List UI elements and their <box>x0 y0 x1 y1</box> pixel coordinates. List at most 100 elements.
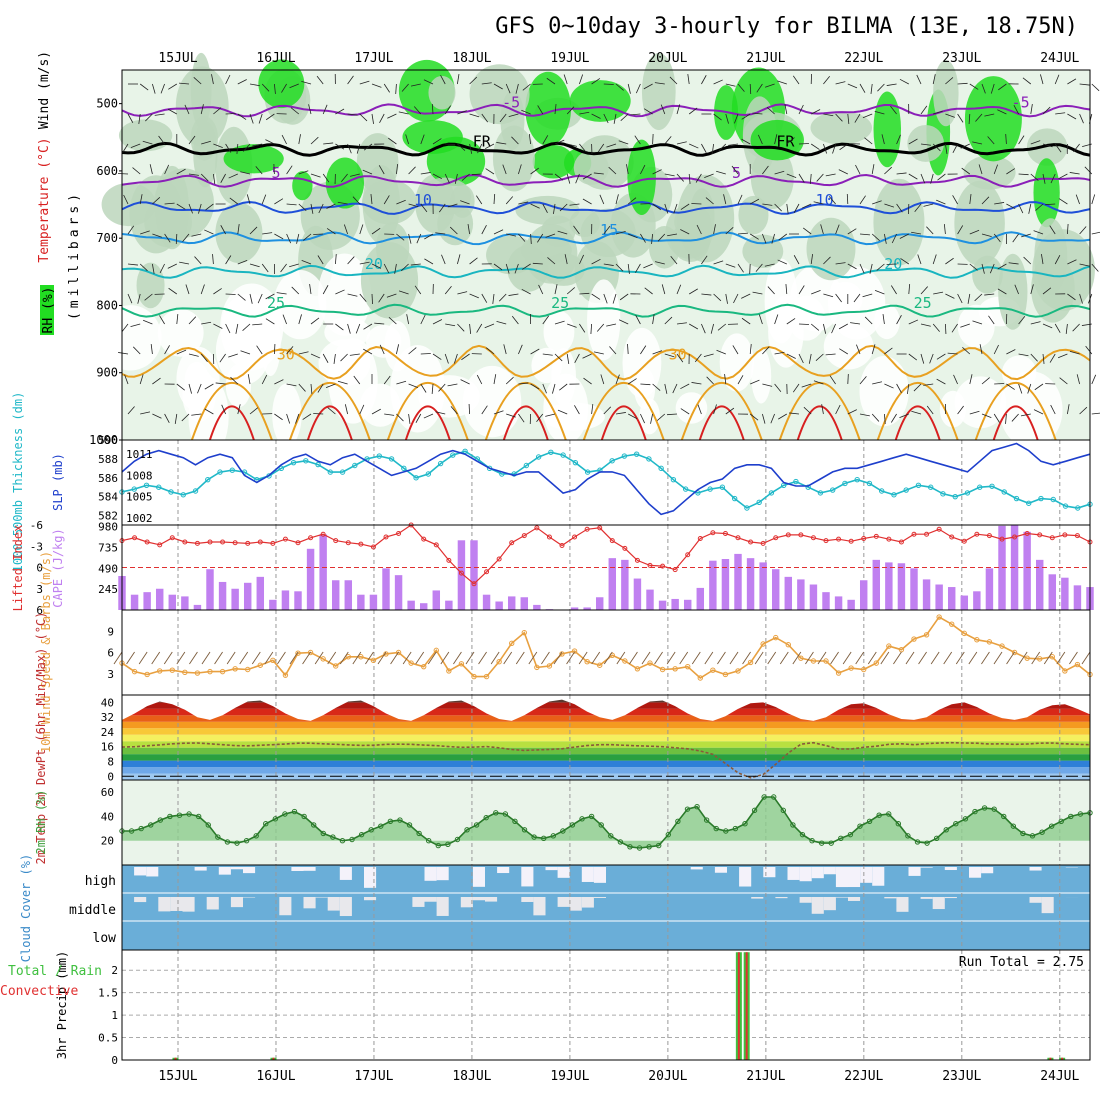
date-label-top: 20JUL <box>648 51 687 66</box>
surface-barb <box>717 652 725 664</box>
cloud-mid-gap <box>328 897 340 911</box>
rh-blob <box>965 76 1022 161</box>
cloud-mid-gap <box>582 897 594 908</box>
precip-tick: 0 <box>111 1054 118 1067</box>
cape-bar <box>772 569 779 610</box>
surface-barb <box>931 652 939 664</box>
cape-bar <box>659 601 666 610</box>
surface-barb <box>818 652 826 664</box>
cloud-high-gap <box>437 867 449 880</box>
cloud-high-gap <box>231 867 243 869</box>
cape-bar <box>521 597 528 610</box>
slp-tick: 1008 <box>126 469 153 482</box>
wind-barb <box>274 164 275 174</box>
isotherm-label: 30 <box>277 346 295 364</box>
wind-barb <box>799 143 809 144</box>
rh-blob <box>185 362 209 398</box>
surface-barb <box>152 652 160 664</box>
rh-blob <box>954 181 1005 266</box>
cape-bar <box>709 561 716 610</box>
surface-barb <box>202 652 210 664</box>
temp-band <box>122 722 1090 728</box>
temp-tick: 24 <box>101 726 115 739</box>
isotherm-label: FR <box>473 132 492 150</box>
cape-bar <box>445 601 452 610</box>
temp-tick: 40 <box>101 696 114 709</box>
rh-blob <box>587 279 620 360</box>
date-label-top: 22JUL <box>844 51 883 66</box>
pressure-axis-label: (millibars) <box>67 190 82 320</box>
surface-barb <box>981 652 989 664</box>
cape-bar <box>219 582 226 610</box>
date-label-bottom: 15JUL <box>158 1069 197 1084</box>
cape-bar <box>1049 574 1056 610</box>
cape-bar <box>420 603 427 610</box>
surface-barb <box>642 652 650 664</box>
li-axis-label: Lifted Index <box>11 525 25 612</box>
temp-band <box>122 754 1090 760</box>
cloud-high-gap <box>146 867 158 876</box>
cloud-mid-gap <box>921 897 933 899</box>
surface-barb <box>969 652 977 664</box>
cloud-high-gap <box>243 867 255 873</box>
rh-tick: 60 <box>101 786 114 799</box>
cloud-high-gap <box>860 867 872 883</box>
surface-barb <box>127 652 135 664</box>
wind-barb <box>118 173 128 174</box>
cloud-mid-gap <box>594 897 606 898</box>
cape-bar <box>923 579 930 610</box>
surface-barb <box>730 652 738 664</box>
cape-axis-label: CAPE (J/kg) <box>51 528 65 607</box>
cape-bar <box>822 592 829 610</box>
surface-barb <box>743 652 751 664</box>
cape-bar <box>244 583 251 610</box>
cape-bar <box>508 596 515 610</box>
cloud-mid-gap <box>884 897 896 898</box>
surface-barb <box>843 652 851 664</box>
surface-barb <box>956 652 964 664</box>
cloud-mid-gap <box>316 897 328 898</box>
wind-barb <box>421 353 431 354</box>
date-label-top: 15JUL <box>158 51 197 66</box>
surface-barb <box>906 652 914 664</box>
surface-barb <box>680 652 688 664</box>
surface-barb <box>692 652 700 664</box>
date-label-bottom: 20JUL <box>648 1069 687 1084</box>
cloud-high-gap <box>812 867 824 878</box>
cape-bar <box>433 590 440 610</box>
date-label-top: 23JUL <box>942 51 981 66</box>
rh-blob <box>292 171 312 200</box>
rh-blob <box>1033 158 1059 227</box>
cape-bar <box>860 580 867 610</box>
cape-bar <box>156 589 163 610</box>
precip-conv-bar <box>746 952 748 1060</box>
rh-blob <box>361 242 418 318</box>
date-label-top: 17JUL <box>354 51 393 66</box>
cloud-mid-gap <box>824 897 836 910</box>
surface-barb <box>290 652 298 664</box>
cape-bar <box>1023 532 1030 610</box>
surface-barb <box>604 652 612 664</box>
cloud-high-gap <box>921 867 933 868</box>
cloud-high-gap <box>909 867 921 876</box>
thickness-tick: 588 <box>98 453 118 466</box>
cape-bar <box>785 577 792 610</box>
cloud-high-gap <box>546 867 558 870</box>
wind-barb <box>313 234 323 235</box>
cape-bar <box>948 587 955 610</box>
rh-tick: 20 <box>101 835 114 848</box>
surface-barb <box>252 652 260 664</box>
rh-blob <box>130 175 183 253</box>
cloud-mid-gap <box>521 897 533 902</box>
cloud-high-gap <box>788 867 800 880</box>
cloud-high-gap <box>969 867 981 878</box>
cloud-mid-gap <box>896 897 908 912</box>
cloud-mid-gap <box>751 897 763 899</box>
cloud-mid-gap <box>437 897 449 916</box>
cloud-high-gap <box>1030 867 1042 871</box>
pressure-tick: 700 <box>96 231 118 245</box>
cape-bar <box>684 600 691 610</box>
thickness-tick: 586 <box>98 472 118 485</box>
cape-bar <box>722 559 729 610</box>
